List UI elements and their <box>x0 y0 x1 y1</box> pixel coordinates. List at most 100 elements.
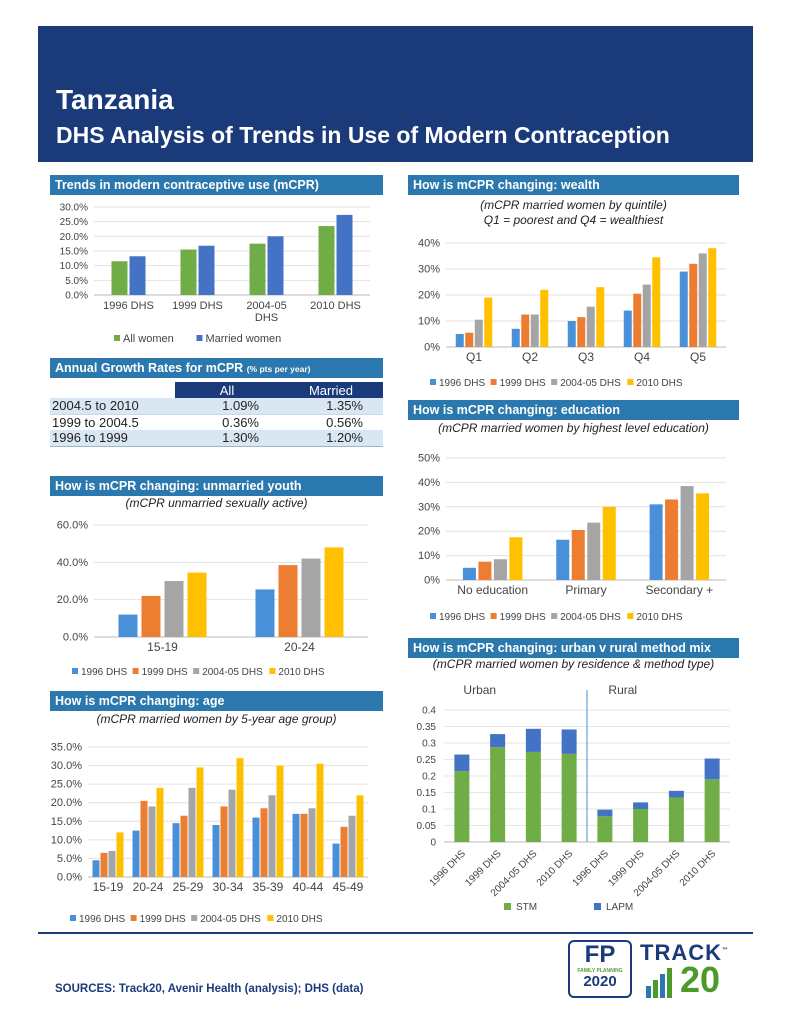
x-tick-label: 40-44 <box>293 880 324 894</box>
legend-label: 1999 DHS <box>500 378 546 389</box>
bar <box>118 614 138 637</box>
bar <box>679 271 688 347</box>
bar <box>462 567 476 580</box>
x-tick-label: DHS <box>255 312 278 324</box>
x-tick-label: 15-19 <box>147 640 178 654</box>
growth-period: 2004.5 to 2010 <box>50 398 175 414</box>
bar-segment <box>561 753 577 842</box>
bar <box>602 506 616 580</box>
y-tick-label: 0.2 <box>422 772 436 783</box>
bar <box>108 851 116 877</box>
legend-label: 1996 DHS <box>439 378 485 389</box>
bar <box>511 328 520 347</box>
bar <box>680 486 694 580</box>
x-tick-label: Primary <box>565 583 606 597</box>
y-tick-label: 0.0% <box>65 291 88 302</box>
legend-label: 2004-05 DHS <box>200 914 261 925</box>
growth-col-married: Married <box>279 382 383 398</box>
y-tick-label: 20% <box>418 526 440 538</box>
y-tick-label: 30% <box>418 501 440 513</box>
growth-married: 1.35% <box>279 398 383 414</box>
y-tick-label: 0.0% <box>63 632 88 644</box>
youth-chart: 0.0% 20.0% 40.0% 60.0% 15-19 20-24 1996 DHS 199… <box>57 520 368 678</box>
bar <box>228 789 236 877</box>
legend-label: 2004-05 DHS <box>560 612 621 623</box>
growth-all: 1.30% <box>175 430 279 446</box>
legend-label: 2004-05 DHS <box>560 378 621 389</box>
y-tick-label: 40.0% <box>57 557 88 569</box>
y-tick-label: 60.0% <box>57 520 88 532</box>
y-tick-label: 25.0% <box>60 217 88 228</box>
urbanrural-chart: 0 0.05 0.1 0.15 0.2 0.25 0.3 0.35 0.4 Urban Rural 1… <box>417 683 730 913</box>
bar <box>140 800 148 877</box>
bar <box>148 806 156 877</box>
growth-table-header: All Married <box>50 382 383 398</box>
legend-swatch <box>490 379 497 385</box>
age-chart: 0.0% 5.0% 10.0% 15.0% 20.0% 25.0% 30.0% 35.0% 15… <box>51 742 368 925</box>
bar <box>249 243 266 295</box>
x-tick-label: 15-19 <box>93 880 124 894</box>
y-tick-label: 20.0% <box>60 232 88 243</box>
y-tick-label: 40% <box>418 238 440 250</box>
bar <box>698 253 707 347</box>
y-tick-label: 5.0% <box>57 853 82 865</box>
fp-logo-year: 2020 <box>583 973 617 990</box>
legend-swatch <box>196 335 203 341</box>
bar <box>348 815 356 877</box>
group-label: Urban <box>463 683 496 697</box>
bar <box>141 595 161 637</box>
y-tick-label: 10% <box>418 316 440 328</box>
bar-segment <box>704 779 720 842</box>
track-logo-number: 20 <box>680 959 721 1000</box>
trends-header: Trends in modern contraceptive use (mCPR… <box>50 175 383 195</box>
y-tick-label: 0.0% <box>57 872 82 884</box>
x-tick-label: Q3 <box>578 350 594 364</box>
age-header: How is mCPR changing: age <box>50 691 383 711</box>
youth-subtitle: (mCPR unmarried sexually active) <box>125 496 308 510</box>
bar-segment <box>668 790 684 798</box>
trends-chart: 0.0% 5.0% 10.0% 15.0% 20.0% 25.0% 30.0% 1996 DH… <box>60 203 370 345</box>
x-tick-label: Q2 <box>522 350 538 364</box>
education-header: How is mCPR changing: education <box>408 400 739 420</box>
y-tick-label: 0 <box>430 838 436 849</box>
legend-swatch <box>490 613 497 619</box>
bar <box>260 808 268 877</box>
legend-swatch <box>551 613 558 619</box>
legend-label: Married women <box>205 333 281 345</box>
y-tick-label: 30.0% <box>60 203 88 214</box>
bar <box>308 808 316 877</box>
bar <box>220 806 228 877</box>
bar <box>493 559 507 580</box>
bar <box>164 581 184 637</box>
x-tick-label: 1996 DHS <box>103 300 154 312</box>
legend-label: 2010 DHS <box>636 378 682 389</box>
group-label: Rural <box>608 683 637 697</box>
legend-label: 2010 DHS <box>276 914 322 925</box>
bar <box>111 261 128 295</box>
legend-swatch <box>132 668 139 674</box>
bar-segment <box>490 747 506 842</box>
x-tick-label: 30-34 <box>213 880 244 894</box>
bar <box>586 306 595 347</box>
legend-swatch <box>191 915 198 921</box>
x-tick-label: 2010 DHS <box>310 300 361 312</box>
bar <box>633 293 642 347</box>
table-row: 2004.5 to 2010 1.09% 1.35% <box>50 398 383 414</box>
x-tick-label: 1996 DHS <box>428 848 469 889</box>
wealth-header: How is mCPR changing: wealth <box>408 175 739 195</box>
legend-label: 1999 DHS <box>140 914 186 925</box>
track20-logo: TRACK™ 20 <box>640 940 750 1000</box>
legend-label: 1996 DHS <box>81 667 127 678</box>
y-tick-label: 0.4 <box>422 706 436 717</box>
bar <box>478 561 492 580</box>
x-tick-label: 45-49 <box>333 880 364 894</box>
wealth-subtitle-1: (mCPR married women by quintile) <box>480 198 667 212</box>
tm-mark: ™ <box>722 947 729 954</box>
table-row: 1999 to 2004.5 0.36% 0.56% <box>50 414 383 430</box>
fp-logo-label: FAMILY PLANNING <box>577 968 623 974</box>
x-tick-label: Secondary + <box>645 583 713 597</box>
y-tick-label: 30.0% <box>51 760 82 772</box>
bar <box>652 257 661 347</box>
bar-segment <box>525 728 541 752</box>
bar <box>567 321 576 347</box>
